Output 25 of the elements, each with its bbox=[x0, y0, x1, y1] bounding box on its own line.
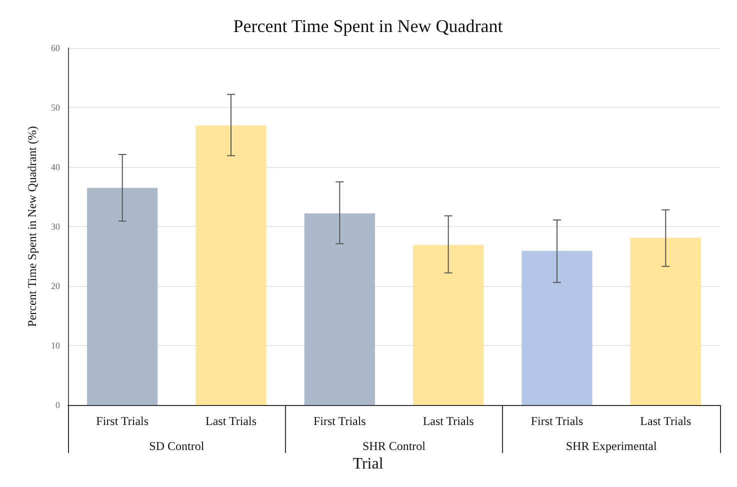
y-tick-label: 50 bbox=[51, 102, 60, 112]
x-tick-label: First Trials bbox=[530, 414, 584, 428]
bar bbox=[304, 213, 375, 405]
x-tick-label: Last Trials bbox=[422, 414, 474, 428]
y-tick-label: 10 bbox=[51, 340, 60, 350]
text: SHR Control bbox=[362, 439, 426, 453]
y-tick-label: 0 bbox=[56, 400, 60, 410]
bar bbox=[413, 244, 484, 405]
y-tick-label: 30 bbox=[51, 222, 60, 232]
y-tick-label: 20 bbox=[51, 281, 60, 291]
y-axis-title: Percent Time Spent in New Quadrant (%) bbox=[25, 126, 39, 327]
bar bbox=[630, 238, 701, 405]
x-axis-title: Trial bbox=[352, 456, 384, 472]
y-tick-label: 40 bbox=[51, 162, 60, 172]
x-tick-label: Last Trials bbox=[640, 414, 692, 428]
x-tick-label: First Trials bbox=[96, 414, 149, 428]
bar bbox=[522, 250, 592, 405]
x-tick-label: First Trials bbox=[313, 414, 366, 428]
text: SHR Experimental bbox=[566, 439, 658, 453]
y-tick-label: 60 bbox=[51, 43, 60, 53]
text: SD Control bbox=[149, 439, 205, 453]
x-tick-label: Last Trials bbox=[205, 414, 257, 428]
bar bbox=[196, 125, 266, 405]
bar bbox=[87, 188, 158, 405]
chart-title: Percent Time Spent in New Quadrant bbox=[233, 16, 503, 36]
